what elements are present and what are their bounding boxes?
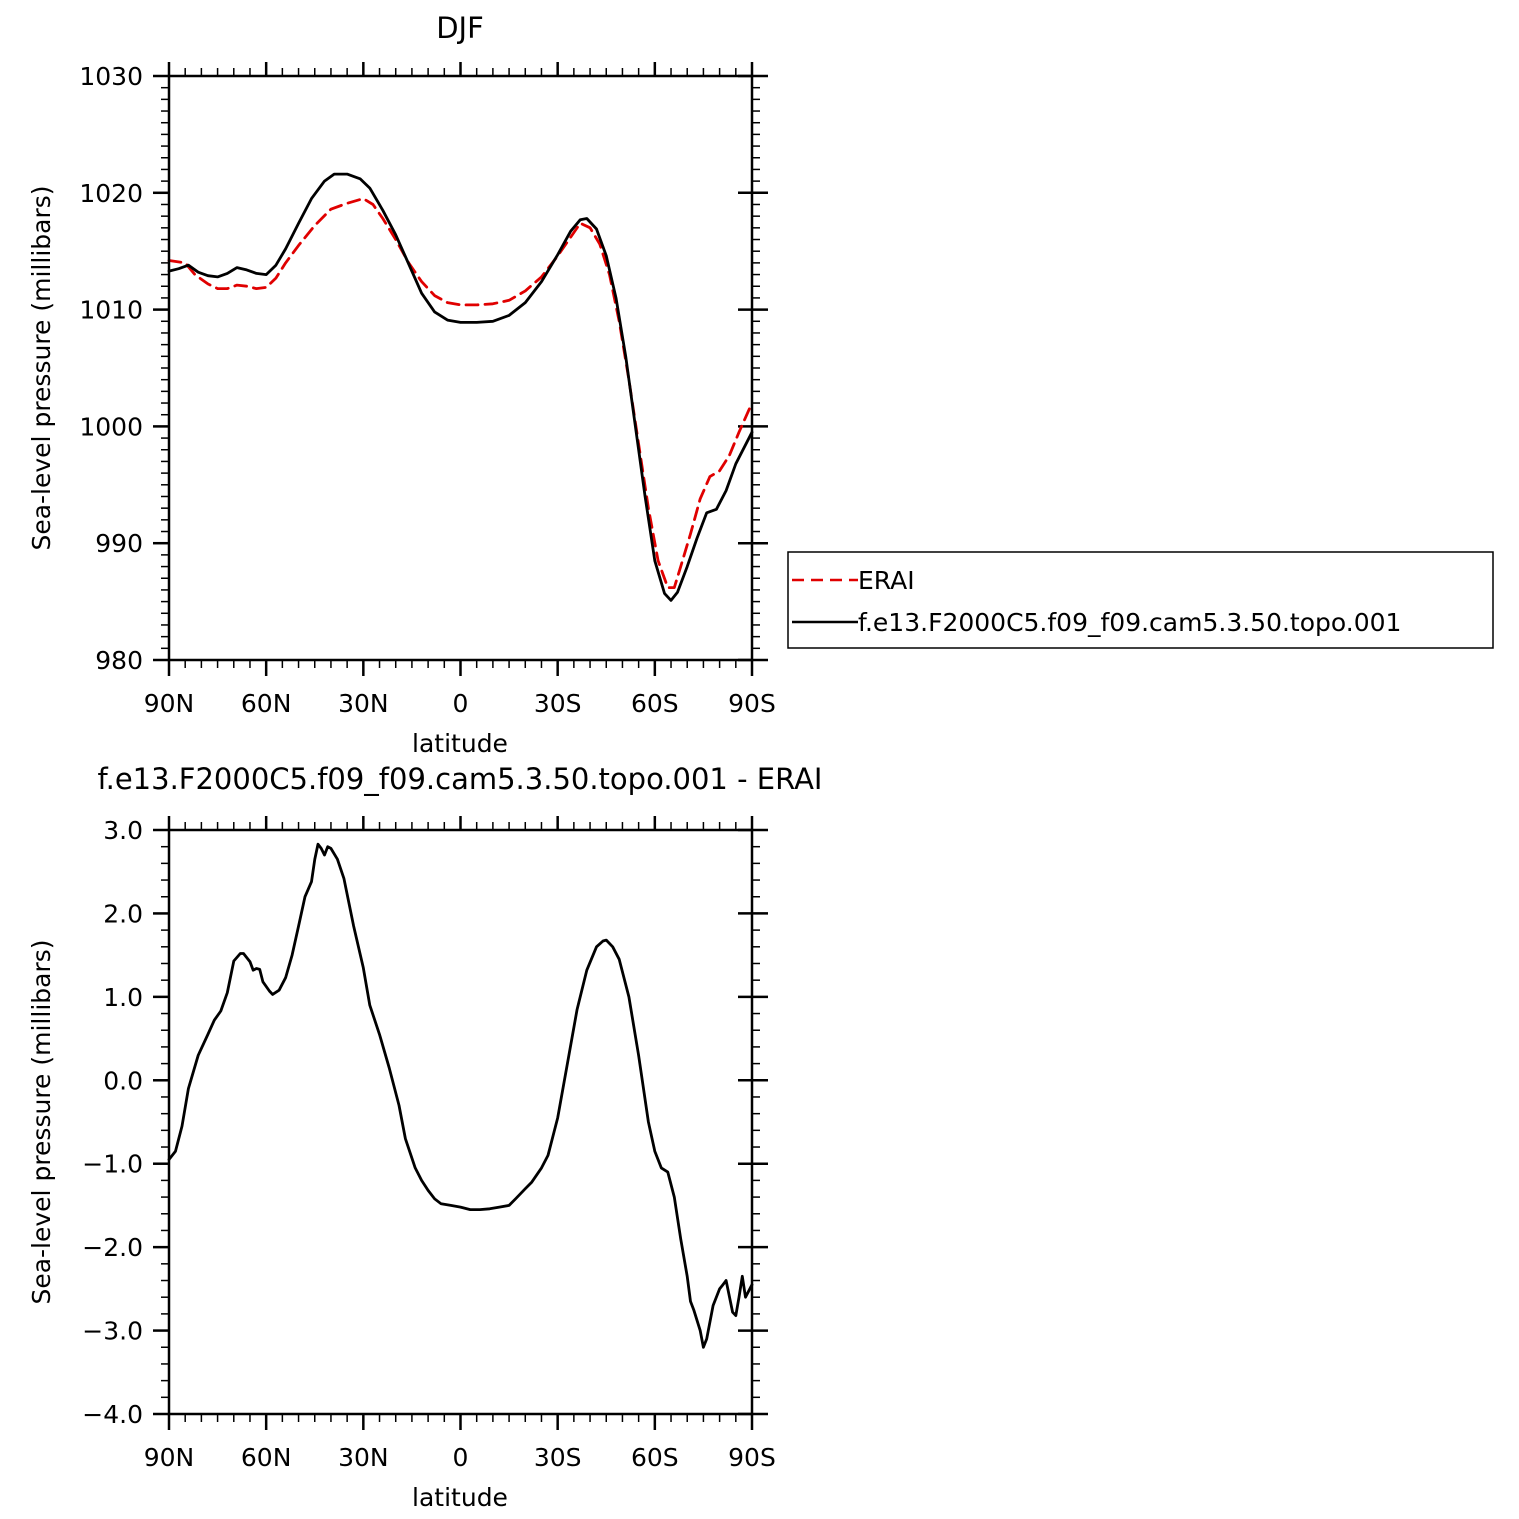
top-ytick-label: 990: [95, 529, 143, 558]
bottom-ytick-label: 1.0: [103, 983, 143, 1012]
top-ytick-label: 980: [95, 646, 143, 675]
bottom-xtick-label: 90S: [728, 1443, 776, 1472]
bottom-xtick-label: 30N: [338, 1443, 389, 1472]
top-xtick-label: 90S: [728, 689, 776, 718]
top-xtick-label: 60S: [631, 689, 679, 718]
legend-label-model: f.e13.F2000C5.f09_f09.cam5.3.50.topo.001: [858, 608, 1401, 637]
bottom-chart-ticks: [153, 816, 768, 1430]
legend: ERAI f.e13.F2000C5.f09_f09.cam5.3.50.top…: [787, 551, 1494, 649]
top-xtick-label: 0: [453, 689, 469, 718]
bottom-xtick-label: 60S: [631, 1443, 679, 1472]
top-xtick-label: 30S: [534, 689, 582, 718]
bottom-chart-tick-labels: −4.0 −3.0 −2.0 −1.0 0.0 1.0 2.0 3.0 90N 60N 30N 0 30…: [82, 816, 776, 1472]
top-chart-title: DJF: [436, 11, 484, 45]
bottom-series-line-0: [167, 842, 754, 1349]
top-ytick-label: 1020: [79, 179, 143, 208]
bottom-chart-xlabel: latitude: [412, 1483, 508, 1512]
legend-box: [787, 551, 1494, 649]
bottom-ytick-label: −2.0: [82, 1233, 143, 1262]
bottom-ytick-label: −4.0: [82, 1400, 143, 1429]
bottom-ytick-label: 0.0: [103, 1066, 143, 1095]
top-ytick-label: 1010: [79, 296, 143, 325]
top-ytick-label: 1000: [79, 412, 143, 441]
top-ytick-label: 1030: [79, 62, 143, 91]
bottom-xtick-label: 60N: [241, 1443, 292, 1472]
bottom-chart-ylabel: Sea-level pressure (millibars): [27, 939, 56, 1304]
top-chart-series: [167, 172, 754, 602]
top-xtick-label: 90N: [144, 689, 195, 718]
bottom-chart: f.e13.F2000C5.f09_f09.cam5.3.50.topo.001…: [27, 762, 822, 1512]
bottom-ytick-label: 3.0: [103, 816, 143, 845]
top-chart-ylabel: Sea-level pressure (millibars): [27, 185, 56, 550]
bottom-chart-series: [167, 842, 754, 1349]
top-chart-frame: [167, 74, 754, 662]
top-series-line-1: [167, 172, 754, 602]
bottom-ytick-label: −1.0: [82, 1150, 143, 1179]
bottom-ytick-label: −3.0: [82, 1317, 143, 1346]
bottom-chart-frame: [167, 828, 754, 1416]
bottom-xtick-label: 0: [453, 1443, 469, 1472]
bottom-xtick-label: 90N: [144, 1443, 195, 1472]
top-xtick-label: 30N: [338, 689, 389, 718]
legend-label-erai: ERAI: [858, 566, 915, 595]
top-chart: DJF 980 990 1000 1010 1020 1030 90N 60N 30N 0 30S 6…: [27, 11, 776, 758]
top-chart-xlabel: latitude: [412, 729, 508, 758]
bottom-xtick-label: 30S: [534, 1443, 582, 1472]
bottom-chart-title: f.e13.F2000C5.f09_f09.cam5.3.50.topo.001…: [98, 762, 823, 796]
top-chart-tick-labels: 980 990 1000 1010 1020 1030 90N 60N 30N 0 30S 60S 90…: [79, 62, 775, 718]
top-series-line-0: [167, 197, 754, 589]
bottom-ytick-label: 2.0: [103, 899, 143, 928]
top-xtick-label: 60N: [241, 689, 292, 718]
